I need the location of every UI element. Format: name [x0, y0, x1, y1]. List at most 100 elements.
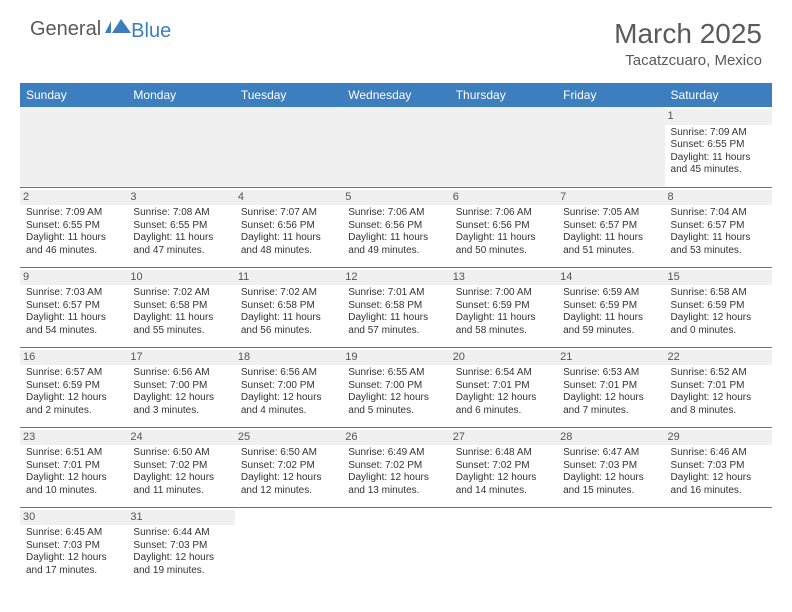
calendar-cell: 29Sunrise: 6:46 AMSunset: 7:03 PMDayligh… [665, 427, 772, 507]
day-number: 25 [235, 430, 342, 446]
calendar-cell: 20Sunrise: 6:54 AMSunset: 7:01 PMDayligh… [450, 347, 557, 427]
column-header: Saturday [665, 83, 772, 107]
day-details: Sunrise: 6:57 AMSunset: 6:59 PMDaylight:… [26, 367, 121, 417]
day-number: 31 [127, 510, 234, 526]
calendar-cell: 18Sunrise: 6:56 AMSunset: 7:00 PMDayligh… [235, 347, 342, 427]
calendar-cell [127, 107, 234, 187]
day-details: Sunrise: 7:06 AMSunset: 6:56 PMDaylight:… [348, 207, 443, 257]
calendar-cell: 22Sunrise: 6:52 AMSunset: 7:01 PMDayligh… [665, 347, 772, 427]
day-number: 28 [557, 430, 664, 446]
day-details: Sunrise: 6:56 AMSunset: 7:00 PMDaylight:… [133, 367, 228, 417]
calendar-cell: 28Sunrise: 6:47 AMSunset: 7:03 PMDayligh… [557, 427, 664, 507]
day-number: 10 [127, 270, 234, 286]
calendar-cell: 19Sunrise: 6:55 AMSunset: 7:00 PMDayligh… [342, 347, 449, 427]
day-details: Sunrise: 7:01 AMSunset: 6:58 PMDaylight:… [348, 287, 443, 337]
calendar-cell [450, 507, 557, 587]
calendar-cell [557, 507, 664, 587]
calendar-cell: 25Sunrise: 6:50 AMSunset: 7:02 PMDayligh… [235, 427, 342, 507]
calendar-cell: 2Sunrise: 7:09 AMSunset: 6:55 PMDaylight… [20, 187, 127, 267]
calendar-cell: 9Sunrise: 7:03 AMSunset: 6:57 PMDaylight… [20, 267, 127, 347]
day-number: 8 [665, 190, 772, 206]
header: General Blue March 2025 Tacatzcuaro, Mex… [0, 0, 792, 77]
day-number: 18 [235, 350, 342, 366]
day-details: Sunrise: 7:06 AMSunset: 6:56 PMDaylight:… [456, 207, 551, 257]
day-number: 16 [20, 350, 127, 366]
column-header: Sunday [20, 83, 127, 107]
day-details: Sunrise: 6:51 AMSunset: 7:01 PMDaylight:… [26, 447, 121, 497]
column-header: Friday [557, 83, 664, 107]
logo: General Blue [30, 18, 175, 41]
calendar-cell: 6Sunrise: 7:06 AMSunset: 6:56 PMDaylight… [450, 187, 557, 267]
day-number: 26 [342, 430, 449, 446]
calendar-cell [342, 107, 449, 187]
day-details: Sunrise: 7:00 AMSunset: 6:59 PMDaylight:… [456, 287, 551, 337]
day-details: Sunrise: 6:44 AMSunset: 7:03 PMDaylight:… [133, 527, 228, 577]
day-details: Sunrise: 7:09 AMSunset: 6:55 PMDaylight:… [26, 207, 121, 257]
day-number: 2 [20, 190, 127, 206]
day-number: 30 [20, 510, 127, 526]
day-number: 5 [342, 190, 449, 206]
day-number: 19 [342, 350, 449, 366]
day-number: 17 [127, 350, 234, 366]
day-details: Sunrise: 7:04 AMSunset: 6:57 PMDaylight:… [671, 207, 766, 257]
calendar-cell: 16Sunrise: 6:57 AMSunset: 6:59 PMDayligh… [20, 347, 127, 427]
calendar-cell: 3Sunrise: 7:08 AMSunset: 6:55 PMDaylight… [127, 187, 234, 267]
calendar-cell: 17Sunrise: 6:56 AMSunset: 7:00 PMDayligh… [127, 347, 234, 427]
day-number: 21 [557, 350, 664, 366]
logo-text-blue: Blue [131, 20, 171, 43]
calendar-table: SundayMondayTuesdayWednesdayThursdayFrid… [20, 83, 772, 587]
day-details: Sunrise: 6:50 AMSunset: 7:02 PMDaylight:… [133, 447, 228, 497]
day-number: 14 [557, 270, 664, 286]
day-number: 20 [450, 350, 557, 366]
calendar-cell: 10Sunrise: 7:02 AMSunset: 6:58 PMDayligh… [127, 267, 234, 347]
day-number: 12 [342, 270, 449, 286]
day-number: 4 [235, 190, 342, 206]
calendar-cell [235, 107, 342, 187]
day-number: 3 [127, 190, 234, 206]
day-number: 9 [20, 270, 127, 286]
calendar-cell: 7Sunrise: 7:05 AMSunset: 6:57 PMDaylight… [557, 187, 664, 267]
calendar-cell [557, 107, 664, 187]
calendar-cell: 13Sunrise: 7:00 AMSunset: 6:59 PMDayligh… [450, 267, 557, 347]
day-number: 23 [20, 430, 127, 446]
calendar-cell: 4Sunrise: 7:07 AMSunset: 6:56 PMDaylight… [235, 187, 342, 267]
calendar-cell: 23Sunrise: 6:51 AMSunset: 7:01 PMDayligh… [20, 427, 127, 507]
day-details: Sunrise: 6:54 AMSunset: 7:01 PMDaylight:… [456, 367, 551, 417]
calendar-cell: 24Sunrise: 6:50 AMSunset: 7:02 PMDayligh… [127, 427, 234, 507]
day-details: Sunrise: 6:48 AMSunset: 7:02 PMDaylight:… [456, 447, 551, 497]
location: Tacatzcuaro, Mexico [614, 52, 762, 69]
calendar-cell: 30Sunrise: 6:45 AMSunset: 7:03 PMDayligh… [20, 507, 127, 587]
header-right: March 2025 Tacatzcuaro, Mexico [614, 18, 762, 69]
day-details: Sunrise: 6:46 AMSunset: 7:03 PMDaylight:… [671, 447, 766, 497]
calendar-cell [665, 507, 772, 587]
calendar-cell: 12Sunrise: 7:01 AMSunset: 6:58 PMDayligh… [342, 267, 449, 347]
day-details: Sunrise: 6:55 AMSunset: 7:00 PMDaylight:… [348, 367, 443, 417]
day-details: Sunrise: 7:07 AMSunset: 6:56 PMDaylight:… [241, 207, 336, 257]
day-details: Sunrise: 7:03 AMSunset: 6:57 PMDaylight:… [26, 287, 121, 337]
calendar-body: 1 Sunrise: 7:09 AMSunset: 6:55 PMDaylight… [20, 107, 772, 587]
column-header: Wednesday [342, 83, 449, 107]
day-details: Sunrise: 6:52 AMSunset: 7:01 PMDaylight:… [671, 367, 766, 417]
day-details: Sunrise: 6:47 AMSunset: 7:03 PMDaylight:… [563, 447, 658, 497]
calendar-cell: 26Sunrise: 6:49 AMSunset: 7:02 PMDayligh… [342, 427, 449, 507]
day-number: 7 [557, 190, 664, 206]
calendar-cell: 11Sunrise: 7:02 AMSunset: 6:58 PMDayligh… [235, 267, 342, 347]
day-details: Sunrise: 6:50 AMSunset: 7:02 PMDaylight:… [241, 447, 336, 497]
day-number: 29 [665, 430, 772, 446]
day-details: Sunrise: 6:58 AMSunset: 6:59 PMDaylight:… [671, 287, 766, 337]
column-header: Thursday [450, 83, 557, 107]
calendar-cell [450, 107, 557, 187]
day-number: 22 [665, 350, 772, 366]
day-details: Sunrise: 7:05 AMSunset: 6:57 PMDaylight:… [563, 207, 658, 257]
column-header: Monday [127, 83, 234, 107]
calendar-cell: 27Sunrise: 6:48 AMSunset: 7:02 PMDayligh… [450, 427, 557, 507]
day-number: 1 [665, 109, 772, 125]
day-details: Sunrise: 6:49 AMSunset: 7:02 PMDaylight:… [348, 447, 443, 497]
calendar-cell [342, 507, 449, 587]
day-number: 6 [450, 190, 557, 206]
day-details: Sunrise: 7:08 AMSunset: 6:55 PMDaylight:… [133, 207, 228, 257]
day-details: Sunrise: 6:59 AMSunset: 6:59 PMDaylight:… [563, 287, 658, 337]
calendar-cell: 14Sunrise: 6:59 AMSunset: 6:59 PMDayligh… [557, 267, 664, 347]
day-number: 13 [450, 270, 557, 286]
calendar-head: SundayMondayTuesdayWednesdayThursdayFrid… [20, 83, 772, 107]
